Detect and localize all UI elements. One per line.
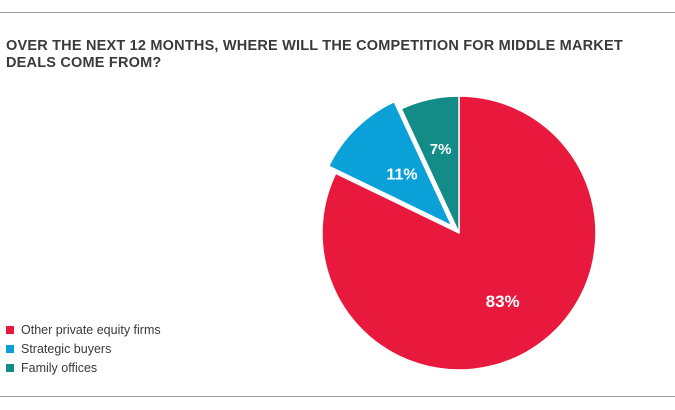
- legend-label-family-offices: Family offices: [21, 360, 98, 375]
- legend-label-strategic-buyers: Strategic buyers: [21, 341, 112, 356]
- legend-item-family-offices: Family offices: [6, 358, 161, 377]
- top-divider: [0, 12, 675, 13]
- pie-slice-strategic-buyers: [327, 100, 453, 227]
- pie-label-family-offices: 7%: [430, 141, 452, 158]
- pie-label-strategic-buyers: 11%: [386, 166, 417, 183]
- legend-item-other-private-equity-firms: Other private equity firms: [6, 320, 161, 339]
- legend-label-other-private-equity-firms: Other private equity firms: [21, 322, 161, 337]
- legend-swatch-strategic-buyers: [6, 344, 14, 353]
- pie-label-other-private-equity-firms: 83%: [486, 292, 520, 311]
- legend-item-strategic-buyers: Strategic buyers: [6, 339, 161, 358]
- pie-labels: 83% 11% 7%: [386, 141, 519, 311]
- pie-slices: [321, 95, 597, 371]
- legend-swatch-family-offices: [6, 363, 14, 372]
- pie-slice-family-offices: [400, 95, 460, 234]
- chart-title: OVER THE NEXT 12 MONTHS, WHERE WILL THE …: [6, 38, 623, 71]
- legend-swatch-other-private-equity-firms: [6, 325, 14, 334]
- bottom-divider: [0, 396, 675, 397]
- chart-legend: Other private equity firms Strategic buy…: [6, 320, 161, 377]
